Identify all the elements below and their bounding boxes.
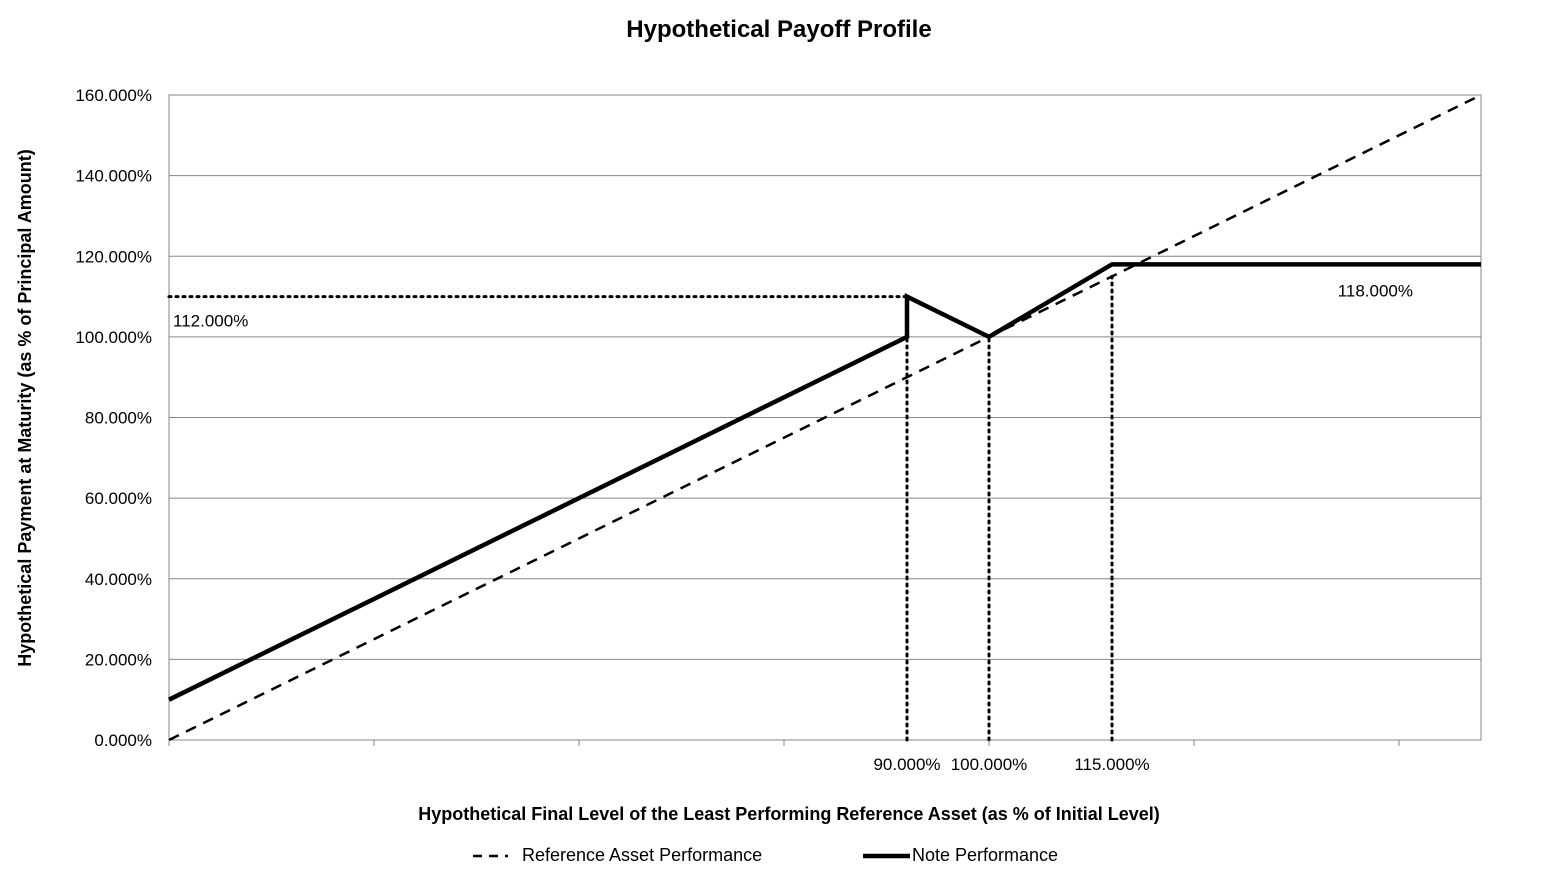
y-tick-label: 0.000% xyxy=(94,731,152,750)
y-tick-label: 40.000% xyxy=(85,570,152,589)
y-axis-ticks: 0.000% 20.000% 40.000% 60.000% 80.000% 100.00… xyxy=(75,86,152,750)
annotations: 112.000% 118.000% xyxy=(173,281,1413,330)
x-axis-label: Hypothetical Final Level of the Least Pe… xyxy=(418,804,1160,824)
series-lines xyxy=(168,93,1482,742)
y-tick-label: 20.000% xyxy=(85,650,152,669)
legend: Reference Asset Performance Note Perform… xyxy=(473,845,1058,865)
y-tick-label: 120.000% xyxy=(75,247,152,266)
series-line-reference xyxy=(168,93,1482,742)
y-tick-label: 100.000% xyxy=(75,328,152,347)
annotation-label: 112.000% xyxy=(173,312,248,331)
x-tick-label: 100.000% xyxy=(951,755,1028,774)
x-tick-label: 115.000% xyxy=(1074,755,1149,774)
y-tick-label: 160.000% xyxy=(75,86,152,105)
plot-area-border xyxy=(168,94,1482,741)
x-tick-label: 90.000% xyxy=(873,755,940,774)
annotation-label: 118.000% xyxy=(1338,281,1413,300)
series-line-note xyxy=(168,262,1481,702)
legend-label-reference: Reference Asset Performance xyxy=(522,845,762,865)
reference-lines xyxy=(167,274,1114,742)
chart-title: Hypothetical Payoff Profile xyxy=(626,16,931,43)
y-tick-label: 60.000% xyxy=(85,489,152,508)
y-tick-label: 80.000% xyxy=(85,409,152,428)
y-tick-label: 140.000% xyxy=(75,167,152,186)
y-axis-label: Hypothetical Payment at Maturity (as % o… xyxy=(15,149,35,666)
x-axis-ticks: 90.000% 100.000% 115.000% xyxy=(168,740,1400,774)
legend-label-note: Note Performance xyxy=(912,845,1058,865)
